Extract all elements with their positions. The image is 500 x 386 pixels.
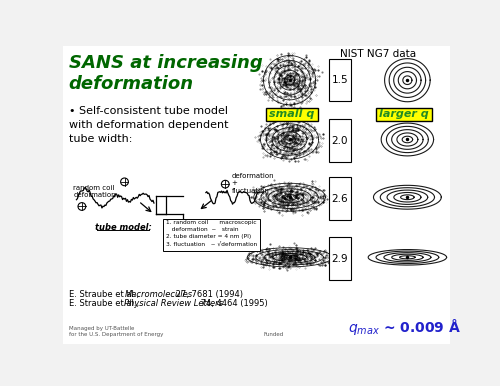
Text: 1.5: 1.5 <box>332 75 348 85</box>
Text: SANS at increasing
deformation: SANS at increasing deformation <box>68 54 262 93</box>
Text: 1. random coil      macroscopic
   deformation  ~   strain
2. tube diameter = 4 : 1. random coil macroscopic deformation ~… <box>166 220 256 247</box>
Text: deformation
+
fluctuation: deformation + fluctuation <box>232 173 274 194</box>
Text: 2.6: 2.6 <box>332 194 348 204</box>
Bar <box>376 108 432 121</box>
Bar <box>266 108 318 121</box>
Bar <box>329 177 351 220</box>
Text: tube model:: tube model: <box>94 223 152 232</box>
Text: $q_{max}$ ~ 0.009 Å: $q_{max}$ ~ 0.009 Å <box>348 317 461 337</box>
Text: E. Straube et al.,: E. Straube et al., <box>68 299 142 308</box>
Bar <box>329 237 351 279</box>
Text: for the U.S. Department of Energy: for the U.S. Department of Energy <box>68 332 163 337</box>
Text: E. Straube et al.,: E. Straube et al., <box>68 290 142 299</box>
Text: 74, 4464 (1995): 74, 4464 (1995) <box>198 299 268 308</box>
Text: Funded: Funded <box>264 332 284 337</box>
Text: 2.0: 2.0 <box>332 136 348 146</box>
Text: 2.9: 2.9 <box>332 254 348 264</box>
Text: 27, 7681 (1994): 27, 7681 (1994) <box>174 290 244 299</box>
Text: larger q: larger q <box>380 109 429 119</box>
Text: • Self-consistent tube model
with deformation dependent
tube width:: • Self-consistent tube model with deform… <box>68 107 228 144</box>
Bar <box>163 219 260 251</box>
Bar <box>329 59 351 101</box>
Text: Physical Review Letters: Physical Review Letters <box>124 299 224 308</box>
Text: random coil
deformation: random coil deformation <box>74 185 116 198</box>
Text: NIST NG7 data: NIST NG7 data <box>340 49 416 59</box>
Text: Managed by UT-Battelle: Managed by UT-Battelle <box>68 326 134 331</box>
Text: small q: small q <box>269 109 314 119</box>
Bar <box>329 120 351 162</box>
Text: Macromolecules: Macromolecules <box>124 290 192 299</box>
